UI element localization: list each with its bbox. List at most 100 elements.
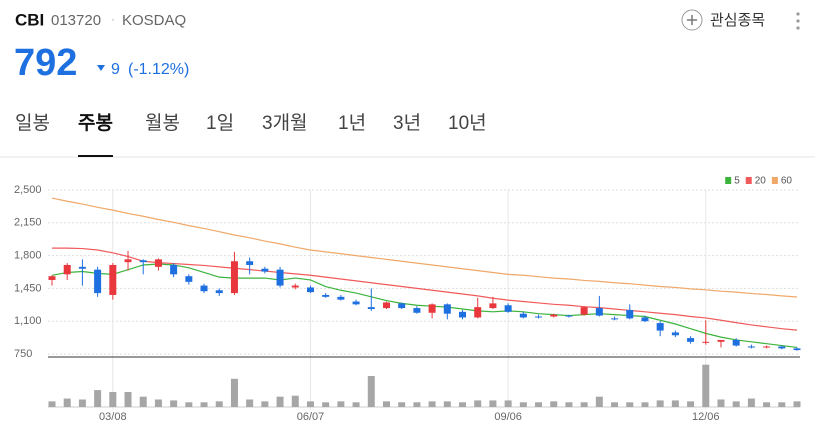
plus-circle bbox=[681, 9, 703, 31]
candle-body bbox=[428, 304, 436, 313]
volume-bar bbox=[382, 401, 390, 407]
volume-bar bbox=[763, 402, 771, 407]
candle-body bbox=[215, 290, 223, 294]
candle-body bbox=[732, 339, 740, 346]
volume-bar bbox=[702, 364, 710, 407]
volume-bar bbox=[550, 401, 558, 407]
tab[interactable]: 10년 bbox=[448, 112, 487, 134]
volume-bar bbox=[170, 400, 178, 407]
legend-label: 60 bbox=[781, 176, 793, 187]
volume-bar bbox=[398, 402, 406, 407]
tab[interactable]: 3개월 bbox=[262, 112, 308, 134]
tab[interactable]: 1년 bbox=[338, 112, 366, 134]
x-tick-label: 12/06 bbox=[692, 411, 720, 423]
candle-body bbox=[443, 304, 451, 314]
candle-body bbox=[793, 348, 801, 351]
candle-body bbox=[78, 266, 86, 269]
candle-body bbox=[611, 318, 619, 320]
candle-body bbox=[671, 332, 679, 336]
candle-body bbox=[154, 259, 162, 267]
tab-underline bbox=[78, 155, 113, 157]
candle-body bbox=[139, 260, 147, 263]
candle-body bbox=[367, 307, 375, 310]
tab[interactable]: 월봉 bbox=[145, 112, 180, 134]
candle-body bbox=[230, 261, 238, 294]
candle-body bbox=[261, 268, 269, 272]
more-menu[interactable] bbox=[796, 12, 800, 30]
tab[interactable]: 주봉 bbox=[78, 112, 113, 134]
candle-body bbox=[246, 261, 254, 265]
candle-body bbox=[489, 303, 497, 309]
volume-bar bbox=[626, 402, 634, 407]
candle-body bbox=[656, 323, 664, 331]
volume-bar bbox=[154, 399, 162, 407]
y-tick-label: 1,450 bbox=[14, 282, 42, 294]
change: 9 bbox=[111, 61, 120, 78]
candle-body bbox=[595, 308, 603, 316]
y-tick-label: 750 bbox=[14, 348, 32, 360]
tab[interactable]: 3년 bbox=[393, 112, 421, 134]
volume-bar bbox=[732, 401, 740, 407]
volume-bar bbox=[367, 375, 375, 407]
candle-body bbox=[747, 346, 755, 348]
candle-body bbox=[717, 339, 725, 342]
candle-body bbox=[687, 338, 695, 342]
candle-body bbox=[337, 296, 345, 300]
tab[interactable]: 일봉 bbox=[15, 112, 50, 134]
volume-bar bbox=[489, 400, 497, 407]
candle-body bbox=[382, 302, 390, 309]
separator: · bbox=[111, 12, 115, 26]
x-tick-label: 09/06 bbox=[494, 411, 522, 423]
volume-bar bbox=[337, 401, 345, 407]
volume-bar bbox=[291, 395, 299, 407]
volume-bar bbox=[94, 390, 102, 407]
volume-bar bbox=[474, 400, 482, 407]
volume-bar bbox=[459, 402, 467, 407]
volume-bar bbox=[595, 396, 603, 407]
candle-body bbox=[550, 314, 558, 317]
candle-body bbox=[413, 308, 421, 313]
volume-bar bbox=[580, 402, 588, 407]
volume-bar bbox=[276, 396, 284, 407]
volume-bar bbox=[200, 402, 208, 407]
volume-bar bbox=[322, 402, 330, 407]
price: 792 bbox=[14, 42, 77, 84]
watchlist-button[interactable]: 관심종목 bbox=[681, 9, 765, 31]
candle-body bbox=[185, 276, 193, 282]
legend-label: 5 bbox=[734, 176, 740, 187]
volume-bar bbox=[687, 401, 695, 407]
change-percent: (-1.12%) bbox=[128, 61, 189, 78]
volume-bar bbox=[671, 400, 679, 407]
down-arrow bbox=[97, 65, 105, 71]
volume-bar bbox=[63, 398, 71, 407]
candle-body bbox=[48, 276, 56, 280]
dot bbox=[796, 12, 800, 16]
candle-body bbox=[459, 311, 467, 318]
volume-bar bbox=[261, 401, 269, 407]
candle-body bbox=[94, 269, 102, 294]
candle-body bbox=[504, 305, 512, 312]
moving-average-line bbox=[51, 263, 798, 349]
candle-body bbox=[170, 264, 178, 275]
volume-bar bbox=[504, 400, 512, 407]
volume-bar bbox=[565, 402, 573, 407]
watchlist-label: 관심종목 bbox=[710, 12, 765, 29]
candle-body bbox=[641, 317, 649, 322]
volume-bar bbox=[793, 401, 801, 407]
volume-bar bbox=[778, 402, 786, 407]
volume-bar bbox=[443, 401, 451, 407]
volume-bar bbox=[535, 402, 543, 407]
tab[interactable]: 1일 bbox=[206, 112, 234, 134]
candle-body bbox=[519, 313, 527, 318]
candle-body bbox=[200, 285, 208, 292]
candle-body bbox=[276, 269, 284, 286]
candle-body bbox=[124, 259, 132, 263]
volume-bar bbox=[747, 398, 755, 407]
volume-bar bbox=[139, 396, 147, 407]
candle-body bbox=[291, 285, 299, 288]
x-tick-label: 03/08 bbox=[99, 411, 127, 423]
y-tick-label: 2,150 bbox=[14, 217, 42, 229]
volume-bar bbox=[185, 402, 193, 407]
plus-icon bbox=[687, 15, 697, 25]
volume-bar bbox=[48, 401, 56, 407]
